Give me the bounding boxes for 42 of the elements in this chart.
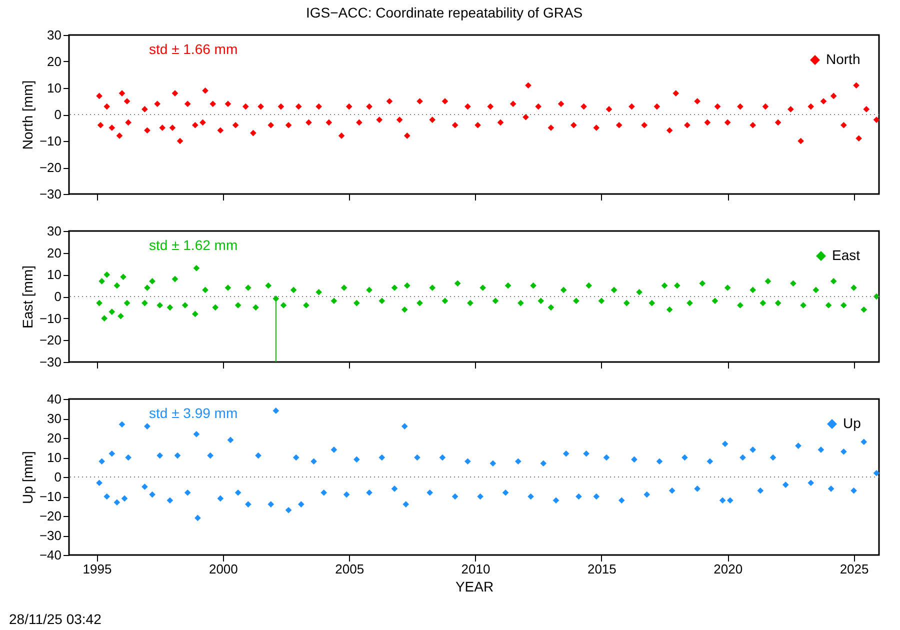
legend-label: North <box>826 51 860 67</box>
text: 28/11/25 03:42 <box>9 611 102 627</box>
x-axis-title: YEAR <box>455 578 494 594</box>
y-tick-label: −10 <box>39 310 62 326</box>
chart-title: IGS−ACC: Coordinate repeatability of GRAS <box>306 4 583 20</box>
y-tick-label: −20 <box>39 160 62 175</box>
y-tick-label: 30 <box>47 28 62 42</box>
y-tick-label: 30 <box>47 411 62 426</box>
y-tick-label: 30 <box>47 224 62 238</box>
x-tick-label: 2005 <box>335 562 364 576</box>
y-tick-label: 40 <box>47 392 62 406</box>
y-tick-label: 20 <box>47 430 62 446</box>
y-axis-title: Up [mm] <box>19 451 36 504</box>
y-tick-label: 0 <box>54 107 62 122</box>
y-axis-title: East [mm] <box>19 265 36 329</box>
annotation: std ± 3.99 mm <box>149 405 238 421</box>
annotation: std ± 1.66 mm <box>149 41 238 57</box>
y-tick-label: 0 <box>54 289 62 304</box>
x-tick-label: 2000 <box>208 562 238 576</box>
x-tick-label: 1995 <box>82 562 112 576</box>
y-tick-label: 0 <box>54 470 62 484</box>
y-axis-title: North [mm] <box>19 80 36 150</box>
x-tick-label: 2010 <box>461 562 490 576</box>
y-tick-label: −20 <box>39 508 62 524</box>
x-tick-label: 2020 <box>714 562 743 576</box>
legend-label: Up <box>843 415 862 431</box>
y-tick-label: −40 <box>39 548 62 562</box>
y-tick-label: −30 <box>39 354 62 370</box>
y-tick-label: 10 <box>47 267 62 282</box>
y-tick-label: 20 <box>47 54 62 69</box>
y-tick-label: −30 <box>39 186 62 202</box>
x-tick-label: 2025 <box>840 562 869 576</box>
y-tick-label: −20 <box>39 332 62 348</box>
y-tick-label: −10 <box>39 134 62 148</box>
y-tick-label: 20 <box>47 245 62 260</box>
annotation: std ± 1.62 mm <box>149 237 238 253</box>
y-tick-label: 10 <box>47 80 62 96</box>
y-tick-label: 10 <box>47 450 62 465</box>
y-tick-label: −30 <box>39 528 62 543</box>
legend-label: East <box>832 247 860 263</box>
x-tick-label: 2015 <box>587 562 616 576</box>
y-tick-label: −10 <box>39 489 62 504</box>
